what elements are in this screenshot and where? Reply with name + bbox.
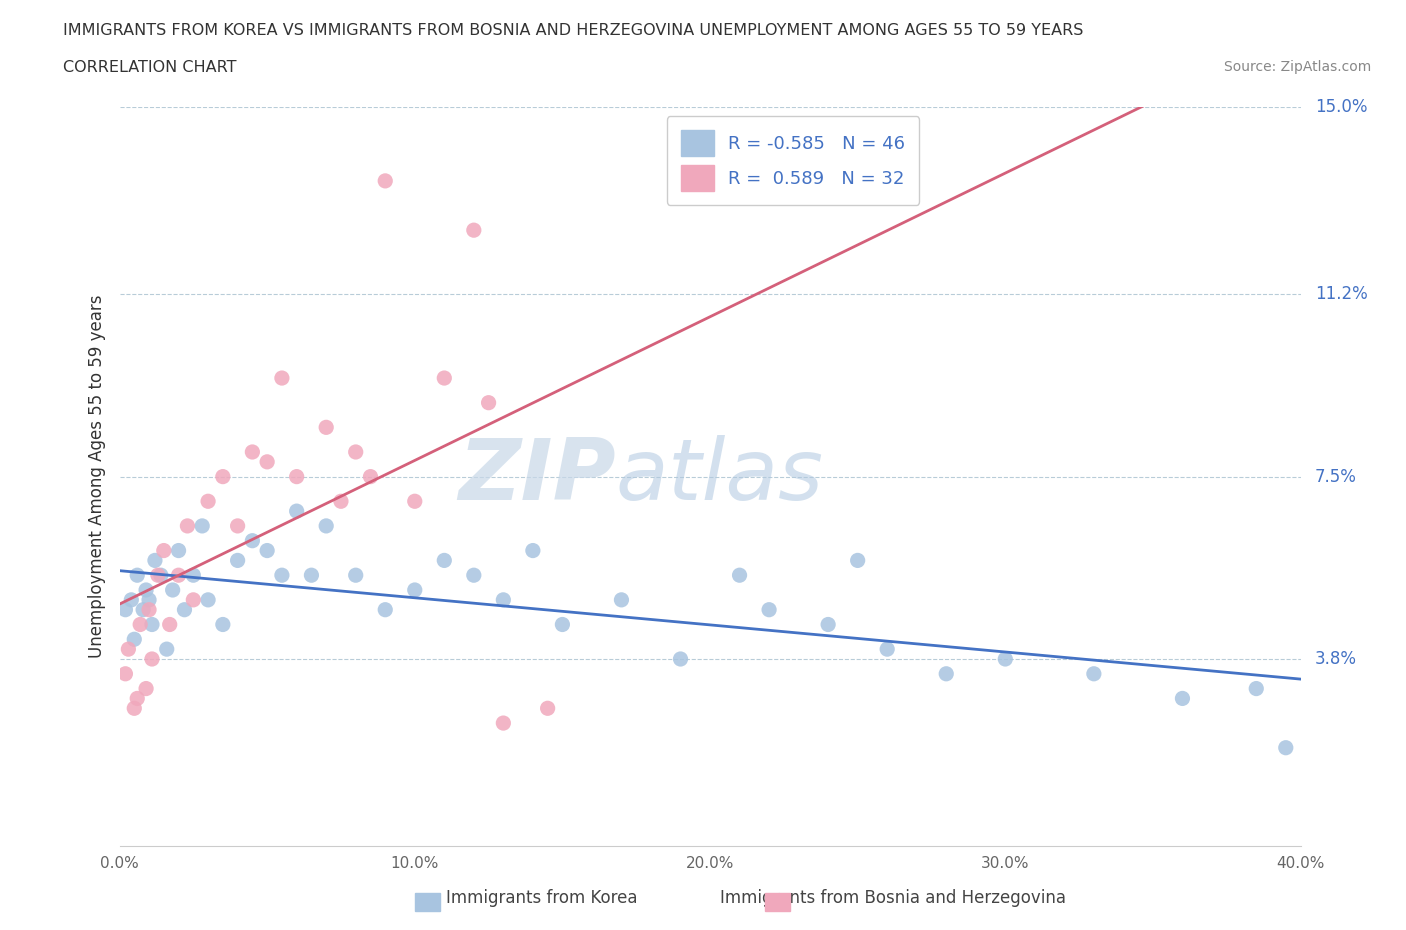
Text: 15.0%: 15.0% [1315,98,1367,116]
Point [124,631,146,646]
Text: Source: ZipAtlas.com: Source: ZipAtlas.com [1223,60,1371,74]
Point [492,592,515,607]
Point [183,567,205,582]
Text: 3.8%: 3.8% [1315,650,1357,668]
Point [256,543,278,558]
Point [404,494,426,509]
Point [669,652,692,667]
Point [242,445,264,459]
Point [149,567,172,582]
Point [994,652,1017,667]
Point [374,174,396,189]
Point [197,592,219,607]
Point [817,618,839,632]
Point [344,445,367,459]
Point [374,603,396,618]
Y-axis label: Unemployment Among Ages 55 to 59 years: Unemployment Among Ages 55 to 59 years [87,295,105,658]
Point [463,223,485,238]
Point [728,567,751,582]
Point [143,553,166,568]
Point [315,519,337,534]
Text: Immigrants from Korea: Immigrants from Korea [446,889,637,907]
Point [138,603,160,618]
Point [129,618,152,632]
Point [522,543,544,558]
Point [197,494,219,509]
Point [162,582,184,597]
Point [167,567,190,582]
Point [127,691,149,706]
Point [846,553,869,568]
Text: atlas: atlas [616,435,824,518]
Point [127,567,149,582]
Point [329,494,352,509]
Point [117,642,139,657]
Point [270,567,294,582]
Point [114,603,136,618]
Point [285,469,308,484]
Point [167,543,190,558]
Point [141,618,163,632]
Point [537,701,560,716]
Point [135,582,157,597]
Text: 11.2%: 11.2% [1315,286,1368,303]
Point [610,592,633,607]
Point [191,519,214,534]
Legend: R = -0.585   N = 46, R =  0.589   N = 32: R = -0.585 N = 46, R = 0.589 N = 32 [666,116,920,205]
Point [211,469,233,484]
Point [141,652,163,667]
Point [120,592,142,607]
Point [156,642,179,657]
Point [477,395,501,410]
Point [124,701,146,716]
Point [876,642,898,657]
Point [463,567,485,582]
Point [138,592,160,607]
Point [285,504,308,519]
Point [146,567,169,582]
Text: Immigrants from Bosnia and Herzegovina: Immigrants from Bosnia and Herzegovina [720,889,1066,907]
Point [360,469,382,484]
Point [935,667,957,682]
Text: 7.5%: 7.5% [1315,468,1357,485]
Point [183,592,205,607]
Point [176,519,198,534]
Point [301,567,323,582]
Point [226,519,249,534]
Text: IMMIGRANTS FROM KOREA VS IMMIGRANTS FROM BOSNIA AND HERZEGOVINA UNEMPLOYMENT AMO: IMMIGRANTS FROM KOREA VS IMMIGRANTS FROM… [63,23,1084,38]
Point [315,420,337,435]
Point [173,603,195,618]
Point [242,533,264,548]
Point [226,553,249,568]
Point [132,603,155,618]
Point [211,618,233,632]
Point [135,681,157,696]
Point [344,567,367,582]
Point [551,618,574,632]
Point [433,371,456,386]
Point [153,543,174,558]
Point [433,553,456,568]
Point [492,716,515,731]
Point [256,455,278,470]
Text: ZIP: ZIP [458,435,616,518]
Point [1171,691,1194,706]
Text: CORRELATION CHART: CORRELATION CHART [63,60,236,75]
Point [758,603,780,618]
Point [159,618,181,632]
Point [1275,740,1298,755]
Point [404,582,426,597]
Point [1246,681,1268,696]
Point [1083,667,1105,682]
Point [270,371,294,386]
Point [114,667,136,682]
